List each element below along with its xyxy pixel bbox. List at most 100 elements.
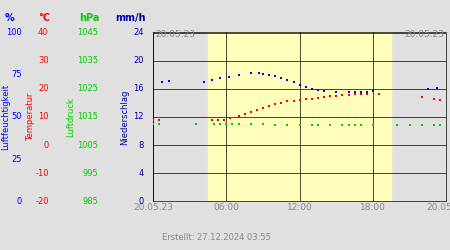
Point	[339, 122, 346, 126]
Point	[308, 87, 315, 91]
Point	[259, 122, 266, 126]
Point	[266, 104, 273, 108]
Text: 30: 30	[38, 56, 49, 65]
Point	[253, 108, 261, 112]
Point	[315, 96, 322, 100]
Text: 1045: 1045	[77, 28, 98, 37]
Point	[357, 122, 364, 126]
Bar	[208, 32, 392, 201]
Point	[327, 122, 334, 126]
Point	[333, 90, 340, 94]
Point	[278, 101, 285, 105]
Text: 50: 50	[11, 112, 22, 122]
Point	[266, 73, 273, 77]
Point	[256, 70, 263, 74]
Point	[284, 100, 291, 103]
Text: 20: 20	[134, 56, 144, 65]
Point	[223, 122, 230, 126]
Point	[351, 90, 358, 94]
Text: 1015: 1015	[77, 112, 98, 122]
Point	[158, 80, 165, 84]
Point	[229, 122, 236, 126]
Point	[357, 90, 364, 94]
Text: -20: -20	[35, 197, 49, 206]
Text: 20.05.23: 20.05.23	[155, 30, 195, 39]
Text: hPa: hPa	[79, 12, 99, 22]
Text: 20: 20	[38, 84, 49, 93]
Text: Niederschlag: Niederschlag	[121, 89, 130, 144]
Point	[436, 98, 444, 102]
Text: -10: -10	[35, 168, 49, 177]
Text: Erstellt: 27.12.2024 03:55: Erstellt: 27.12.2024 03:55	[162, 234, 271, 242]
Point	[363, 90, 370, 94]
Point	[320, 95, 328, 99]
Point	[327, 94, 334, 98]
Point	[247, 110, 254, 114]
Text: 25: 25	[11, 154, 22, 164]
Point	[235, 73, 242, 77]
Point	[216, 76, 224, 80]
Point	[156, 118, 163, 122]
Point	[211, 122, 218, 126]
Text: 1035: 1035	[77, 56, 98, 65]
Point	[424, 88, 432, 92]
Point	[235, 122, 242, 126]
Point	[418, 122, 426, 126]
Text: 40: 40	[38, 28, 49, 37]
Point	[315, 122, 322, 126]
Point	[201, 80, 208, 84]
Text: 0: 0	[139, 197, 144, 206]
Point	[208, 78, 215, 82]
Point	[259, 106, 266, 110]
Text: Temperatur: Temperatur	[26, 93, 35, 141]
Point	[333, 94, 340, 98]
Point	[302, 85, 310, 89]
Point	[235, 114, 242, 118]
Text: Luftfeuchtigkeit: Luftfeuchtigkeit	[1, 84, 10, 150]
Point	[290, 99, 297, 103]
Text: mm/h: mm/h	[115, 12, 145, 22]
Text: 0: 0	[43, 140, 49, 149]
Point	[225, 75, 232, 79]
Point	[431, 96, 438, 100]
Point	[290, 80, 297, 84]
Point	[149, 122, 157, 126]
Point	[363, 92, 370, 96]
Text: 995: 995	[82, 168, 98, 177]
Point	[241, 112, 248, 116]
Point	[214, 118, 221, 122]
Point	[272, 102, 279, 106]
Point	[226, 116, 234, 120]
Text: 24: 24	[134, 28, 144, 37]
Point	[272, 122, 279, 126]
Point	[369, 89, 377, 93]
Point	[339, 93, 346, 97]
Point	[284, 78, 291, 82]
Point	[296, 83, 303, 87]
Point	[345, 90, 352, 94]
Text: 1005: 1005	[77, 140, 98, 149]
Point	[345, 122, 352, 126]
Text: Luftdruck: Luftdruck	[67, 97, 76, 137]
Point	[192, 122, 199, 126]
Point	[418, 95, 426, 99]
Text: 12: 12	[134, 112, 144, 122]
Point	[216, 122, 224, 126]
Text: 0: 0	[16, 197, 22, 206]
Point	[284, 122, 291, 126]
Point	[431, 122, 438, 126]
Point	[149, 80, 157, 84]
Point	[376, 92, 383, 96]
Point	[302, 97, 310, 101]
Point	[296, 122, 303, 126]
Point	[320, 89, 328, 93]
Point	[272, 74, 279, 78]
Point	[165, 79, 172, 83]
Point	[351, 122, 358, 126]
Point	[156, 122, 163, 126]
Point	[308, 122, 315, 126]
Point	[345, 93, 352, 97]
Text: 985: 985	[82, 197, 98, 206]
Text: 75: 75	[11, 70, 22, 79]
Point	[259, 72, 266, 76]
